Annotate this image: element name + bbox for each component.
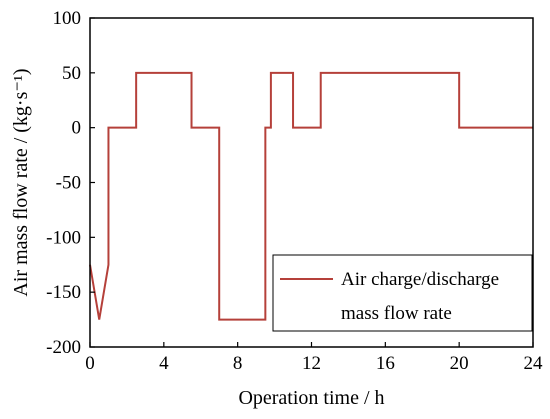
y-axis-title: Air mass flow rate / (kg·s⁻¹) bbox=[10, 68, 32, 296]
legend-label-line-2: mass flow rate bbox=[341, 303, 452, 324]
y-tick-label: -100 bbox=[46, 227, 81, 248]
y-tick-label: 100 bbox=[53, 8, 82, 29]
x-tick-label: 12 bbox=[302, 353, 321, 374]
series-layer bbox=[89, 71, 533, 321]
legend: Air charge/discharge mass flow rate bbox=[272, 254, 533, 332]
y-tick-label: 50 bbox=[62, 63, 81, 84]
legend-label-line-1: Air charge/discharge bbox=[341, 269, 499, 290]
legend-box bbox=[272, 254, 533, 332]
x-tick-label: 20 bbox=[450, 353, 469, 374]
ticks-layer: 0 4 8 12 16 20 24 100 50 0 -50 -100 -150 -200 bbox=[46, 8, 543, 374]
x-axis-title: Operation time / h bbox=[238, 387, 384, 409]
x-tick-label: 24 bbox=[524, 353, 544, 374]
y-tick-label: -200 bbox=[46, 337, 81, 358]
series-line-0 bbox=[89, 71, 533, 321]
y-tick-label: -50 bbox=[56, 173, 81, 194]
x-tick-label: 8 bbox=[233, 353, 243, 374]
y-tick-label: -150 bbox=[46, 282, 81, 303]
x-tick-label: 16 bbox=[376, 353, 395, 374]
x-tick-label: 4 bbox=[159, 353, 169, 374]
x-tick-label: 0 bbox=[85, 353, 95, 374]
y-tick-label: 0 bbox=[72, 118, 82, 139]
